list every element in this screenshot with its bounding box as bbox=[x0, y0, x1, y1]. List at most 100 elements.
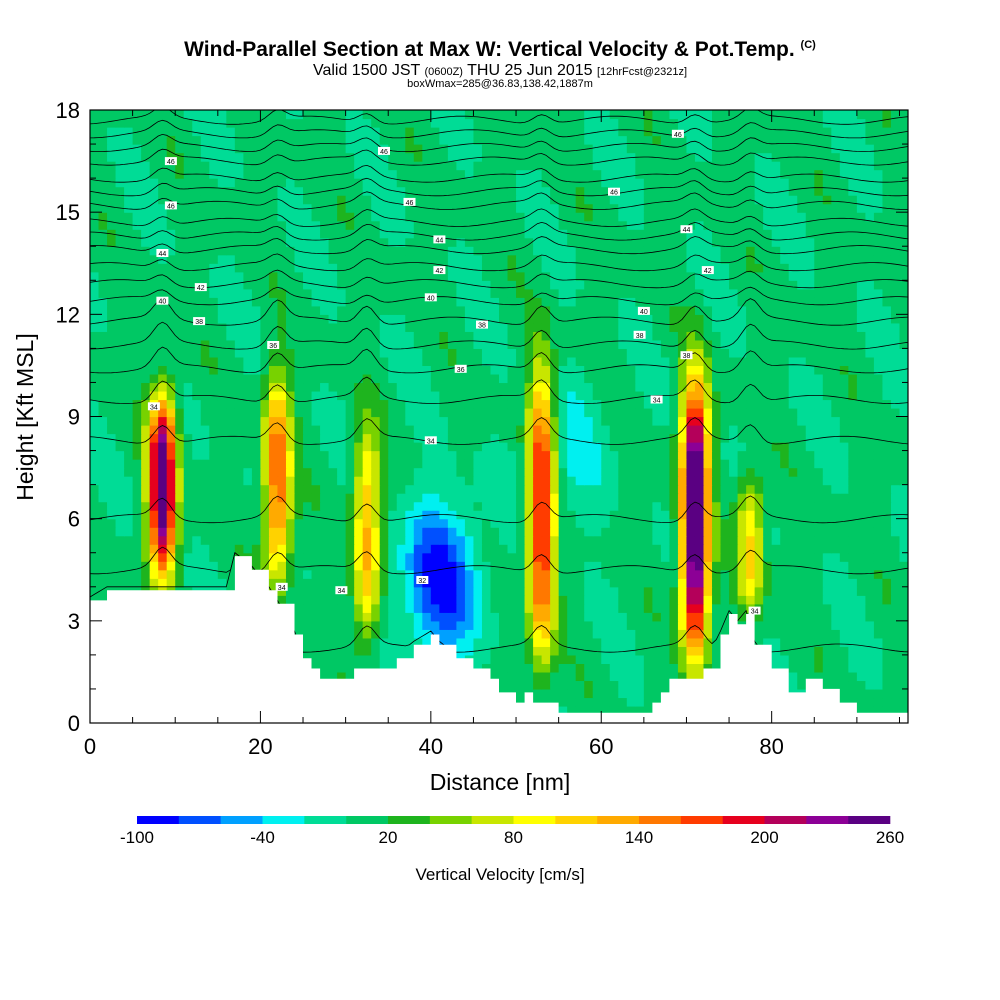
field-cell bbox=[243, 510, 253, 520]
field-cell bbox=[388, 544, 398, 554]
field-cell bbox=[831, 578, 841, 588]
field-cell bbox=[797, 322, 807, 332]
field-cell bbox=[771, 365, 781, 375]
field-cell bbox=[822, 680, 832, 690]
field-cell bbox=[516, 416, 526, 426]
field-cell bbox=[533, 510, 543, 520]
field-cell bbox=[405, 305, 415, 315]
field-cell bbox=[251, 322, 262, 332]
field-cell bbox=[831, 680, 841, 690]
field-cell bbox=[558, 663, 568, 673]
field-cell bbox=[217, 450, 227, 460]
field-cell bbox=[694, 476, 705, 486]
field-cell bbox=[328, 288, 338, 298]
field-cell bbox=[132, 339, 142, 349]
field-cell bbox=[788, 331, 798, 341]
field-cell bbox=[251, 356, 262, 367]
field-cell bbox=[609, 297, 619, 307]
field-cell bbox=[90, 416, 100, 426]
field-cell bbox=[124, 518, 134, 528]
field-cell bbox=[243, 356, 253, 367]
field-cell bbox=[183, 467, 193, 477]
field-cell bbox=[439, 399, 449, 409]
field-cell bbox=[558, 348, 568, 358]
field-cell bbox=[405, 407, 415, 418]
field-cell bbox=[746, 280, 756, 290]
field-cell bbox=[405, 544, 415, 554]
field-cell bbox=[200, 314, 210, 324]
field-cell bbox=[635, 552, 645, 562]
field-cell bbox=[558, 527, 568, 537]
field-cell bbox=[737, 484, 747, 494]
field-cell bbox=[584, 407, 594, 418]
field-cell bbox=[303, 390, 313, 401]
field-cell bbox=[754, 433, 764, 443]
field-cell bbox=[379, 339, 389, 349]
field-cell bbox=[541, 382, 551, 392]
field-cell bbox=[473, 637, 483, 647]
field-cell bbox=[609, 288, 619, 298]
field-cell bbox=[371, 382, 381, 392]
field-cell bbox=[405, 646, 415, 656]
field-cell bbox=[609, 476, 619, 486]
field-cell bbox=[481, 552, 492, 562]
field-cell bbox=[464, 373, 475, 384]
field-cell bbox=[311, 663, 321, 673]
field-cell bbox=[124, 297, 134, 307]
field-cell bbox=[337, 373, 347, 384]
field-cell bbox=[788, 646, 798, 656]
field-cell bbox=[873, 663, 884, 673]
field-cell bbox=[303, 501, 313, 511]
field-cell bbox=[405, 339, 415, 349]
field-cell bbox=[481, 339, 492, 349]
field-cell bbox=[856, 297, 866, 307]
field-cell bbox=[115, 459, 125, 469]
field-cell bbox=[814, 373, 824, 384]
field-cell bbox=[464, 288, 475, 298]
field-cell bbox=[234, 322, 244, 332]
field-cell bbox=[558, 459, 568, 469]
field-cell bbox=[592, 280, 602, 290]
field-cell bbox=[507, 629, 517, 639]
field-cell bbox=[490, 339, 500, 349]
field-cell bbox=[839, 680, 849, 690]
field-cell bbox=[481, 484, 492, 494]
field-cell bbox=[388, 416, 398, 426]
field-cell bbox=[388, 459, 398, 469]
field-cell bbox=[192, 365, 202, 375]
field-cell bbox=[226, 493, 236, 503]
field-cell bbox=[430, 535, 440, 545]
field-cell bbox=[703, 663, 713, 673]
field-cell bbox=[268, 314, 279, 324]
field-cell bbox=[464, 510, 475, 520]
field-cell bbox=[558, 680, 568, 690]
field-cell bbox=[430, 544, 440, 554]
field-cell bbox=[780, 425, 790, 435]
field-cell bbox=[388, 501, 398, 511]
field-cell bbox=[115, 416, 125, 426]
field-cell bbox=[550, 348, 560, 358]
field-cell bbox=[260, 442, 270, 452]
field-cell bbox=[831, 663, 841, 673]
field-cell bbox=[694, 595, 705, 605]
field-cell bbox=[831, 501, 841, 511]
field-cell bbox=[669, 373, 679, 384]
field-cell bbox=[712, 339, 722, 349]
field-cell bbox=[166, 433, 176, 443]
field-cell bbox=[652, 322, 662, 332]
field-cell bbox=[771, 297, 781, 307]
field-cell bbox=[285, 595, 296, 605]
field-cell bbox=[541, 322, 551, 332]
field-cell bbox=[754, 476, 764, 486]
field-cell bbox=[601, 697, 611, 707]
field-cell bbox=[643, 280, 653, 290]
field-cell bbox=[652, 433, 662, 443]
field-cell bbox=[209, 510, 219, 520]
field-cell bbox=[831, 535, 841, 545]
field-cell bbox=[856, 450, 866, 460]
field-cell bbox=[652, 314, 662, 324]
field-cell bbox=[746, 433, 756, 443]
field-cell bbox=[763, 348, 773, 358]
field-cell bbox=[890, 484, 901, 494]
field-cell bbox=[814, 356, 824, 367]
